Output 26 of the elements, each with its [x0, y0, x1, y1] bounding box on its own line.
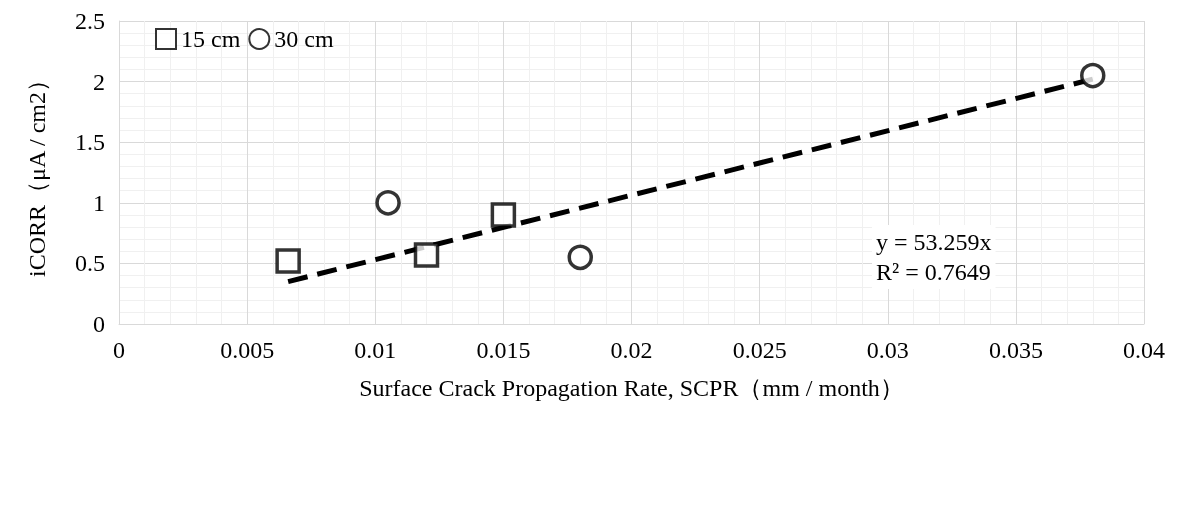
point [375, 190, 401, 216]
y-tick-label: 2.5 [75, 8, 105, 34]
x-tick-label: 0.035 [988, 337, 1043, 363]
point [567, 244, 593, 271]
annotation: y = 53.259x R² = 0.7649 [876, 229, 992, 285]
x-tick-label: 0.03 [866, 337, 909, 363]
legend-label: 15 cm [181, 26, 241, 52]
point [490, 202, 517, 228]
point [1080, 62, 1106, 89]
x-tick-label: 0.02 [610, 337, 653, 363]
x-tick-label: 0.01 [354, 337, 397, 363]
y-tick-label: 2 [93, 68, 105, 95]
y-tick-label: 1 [93, 189, 105, 216]
point [413, 242, 440, 268]
y-tick-label: 0 [93, 311, 105, 337]
y-axis-title: iCORR（μA / cm2） [24, 68, 50, 277]
x-tick-label: 0.015 [476, 337, 531, 363]
y-tick-label: 0.5 [75, 250, 105, 277]
legend-label: 30 cm [274, 26, 334, 52]
x-tick-label: 0.04 [1123, 337, 1165, 363]
x-tick-label: 0.025 [732, 337, 787, 363]
x-tick-label: 0 [113, 337, 125, 363]
y-tick-label: 1.5 [75, 129, 105, 156]
x-tick-label: 0.005 [220, 337, 275, 363]
x-axis-title: Surface Crack Propagation Rate, SCPR（mm / month） [359, 375, 904, 401]
point [275, 248, 301, 274]
